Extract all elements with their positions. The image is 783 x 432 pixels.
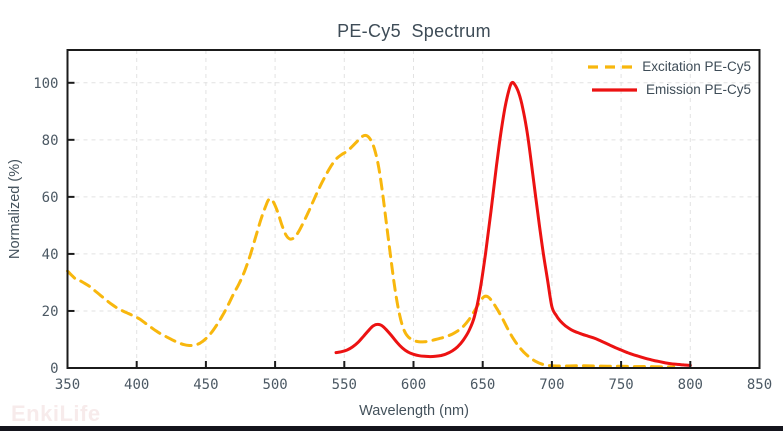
y-tick-label: 0 (50, 361, 58, 377)
legend-label-excitation: Excitation PE-Cy5 (642, 59, 751, 74)
excitation-dashed-line-swatch (588, 65, 634, 69)
x-tick-label: 600 (401, 377, 426, 393)
y-tick-label: 80 (42, 133, 59, 149)
x-tick-label: 700 (539, 377, 564, 393)
y-tick-label: 20 (42, 304, 59, 320)
y-axis-label: Normalized (%) (7, 159, 23, 259)
legend: Excitation PE-Cy5 Emission PE-Cy5 (587, 58, 751, 99)
emission-solid-line-swatch (591, 88, 637, 92)
legend-item-emission[interactable]: Emission PE-Cy5 (587, 81, 751, 99)
y-tick-label: 100 (33, 76, 58, 92)
x-tick-label: 800 (678, 377, 703, 393)
legend-item-excitation[interactable]: Excitation PE-Cy5 (587, 58, 751, 76)
x-tick-label: 500 (262, 377, 287, 393)
legend-label-emission: Emission PE-Cy5 (645, 82, 751, 97)
x-tick-label: 350 (55, 377, 80, 393)
watermark-logo: EnkiLife (11, 401, 101, 426)
chart-title: PE-Cy5 Spectrum (337, 21, 491, 41)
y-tick-label: 60 (42, 190, 59, 206)
series-excitation-pe-cy5 (66, 133, 676, 369)
x-axis-label: Wavelength (nm) (359, 403, 469, 419)
bottom-border-bar (0, 426, 783, 431)
x-tick-label: 650 (470, 377, 495, 393)
x-tick-label: 550 (332, 377, 357, 393)
y-tick-label: 40 (42, 247, 59, 263)
x-tick-label: 750 (608, 377, 633, 393)
series-emission-pe-cy5 (334, 80, 692, 367)
x-tick-label: 450 (193, 377, 218, 393)
x-tick-label: 850 (747, 377, 772, 393)
x-tick-label: 400 (124, 377, 149, 393)
